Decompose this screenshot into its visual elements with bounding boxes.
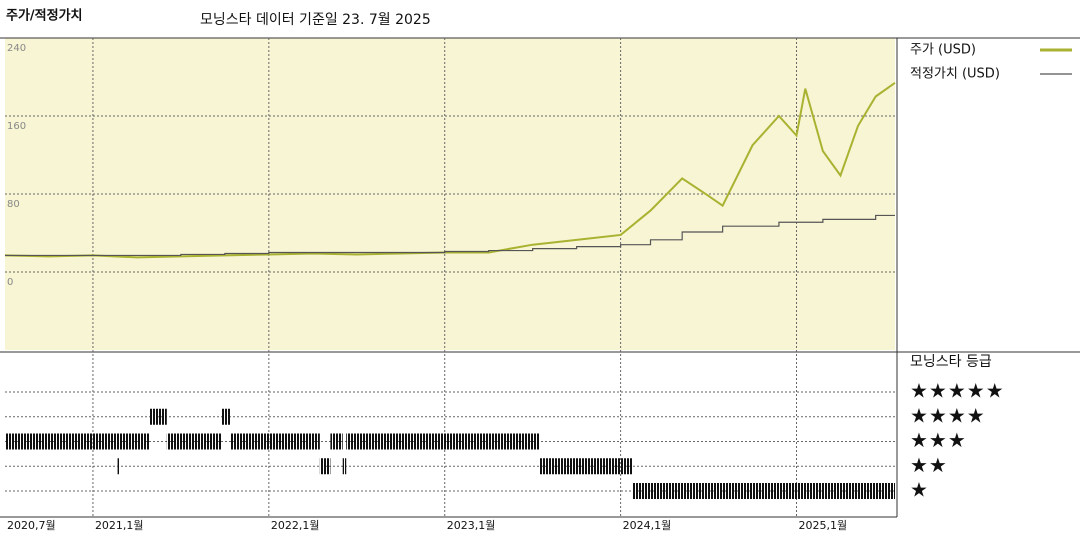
legend-label: 주가 (USD) [910, 43, 976, 58]
rating-level-label: ★★★★ [910, 403, 986, 427]
series-line [4, 82, 896, 259]
x-tick-label: 2025,1월 [799, 519, 848, 532]
x-tick-label: 2024,1월 [623, 519, 672, 532]
y-tick-label: 240 [7, 43, 26, 54]
chart-subtitle: 모닝스타 데이터 기준일 23. 7월 2025 [200, 12, 431, 28]
chart-title: 주가/적정가치 [6, 8, 83, 24]
x-tick-label: 2021,1월 [95, 519, 144, 532]
rating-segment [539, 458, 633, 475]
series-line [5, 214, 895, 257]
y-tick-label: 160 [7, 121, 26, 132]
y-tick-label: 0 [7, 277, 13, 288]
rating-level-label: ★★★ [910, 428, 967, 452]
rating-segment [166, 433, 222, 450]
x-tick-label: 2023,1월 [447, 519, 496, 532]
rating-level-label: ★★★★★ [910, 379, 1005, 403]
rating-segment [330, 433, 343, 450]
rating-segment [117, 458, 120, 475]
rating-level-label: ★ [910, 478, 929, 502]
rating-level-label: ★★ [910, 453, 948, 477]
rating-segment [5, 433, 150, 450]
rating-title: 모닝스타 등급 [910, 354, 992, 370]
legend-label: 적정가치 (USD) [910, 67, 1000, 82]
rating-segment [149, 408, 167, 425]
rating-segment [230, 433, 320, 450]
rating-segment [221, 408, 231, 425]
x-tick-label: 2022,1월 [271, 519, 320, 532]
y-tick-label: 80 [7, 199, 20, 210]
rating-segment [346, 433, 540, 450]
rating-segment [319, 458, 331, 475]
rating-segment [342, 458, 347, 475]
x-tick-label: 2020,7월 [7, 519, 56, 532]
rating-segment [632, 483, 895, 499]
